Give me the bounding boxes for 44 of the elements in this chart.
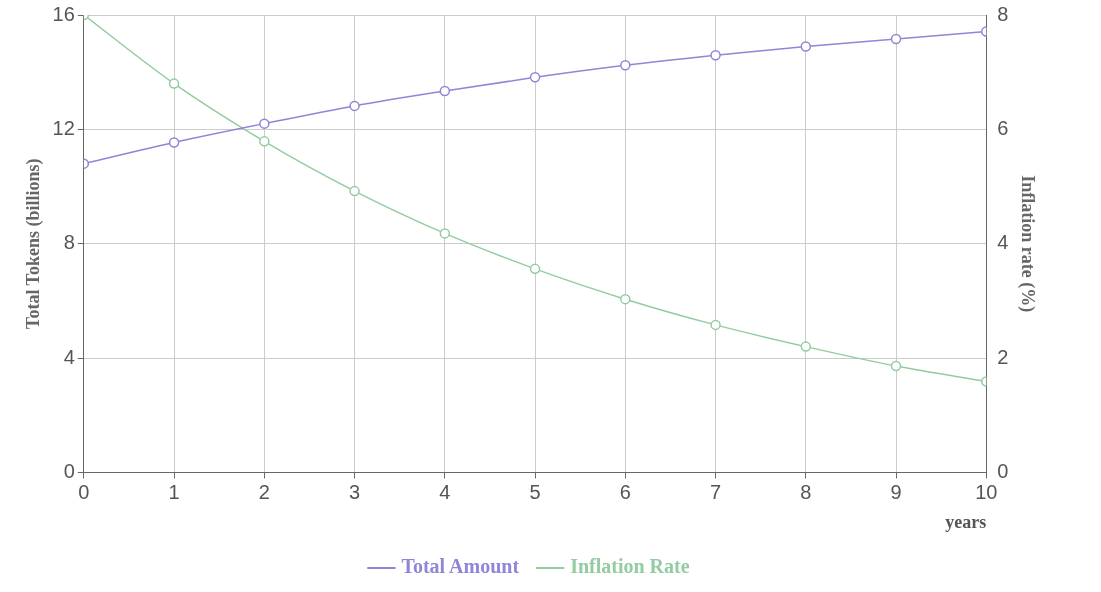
x-tick-label: 0	[78, 480, 90, 503]
y-tick-label: 16	[52, 2, 75, 25]
y2-axis-title: Inflation rate (%)	[1016, 175, 1038, 313]
y-tick-label: 0	[63, 459, 75, 482]
x-tick-label: 3	[349, 480, 361, 503]
x-tick-label: 9	[890, 480, 902, 503]
point	[529, 263, 541, 275]
x-tick-label: 10	[975, 480, 998, 503]
y-tick-label: 8	[63, 231, 75, 254]
point	[620, 293, 631, 305]
y2-tick-label: 6	[997, 116, 1009, 139]
y2-tick-label: 4	[997, 231, 1009, 254]
point	[890, 33, 902, 45]
y-tick-label: 12	[52, 116, 75, 139]
x-tick-label: 1	[168, 480, 180, 503]
point	[800, 41, 812, 52]
point	[529, 72, 541, 83]
legend-label: Total Amount	[401, 555, 520, 578]
x-axis-title: years	[945, 511, 987, 532]
x-tick-label: 6	[619, 480, 631, 503]
legend-label: Inflation Rate	[570, 555, 690, 578]
x-tick-label: 2	[258, 480, 270, 503]
point	[259, 136, 270, 147]
x-tick-label: 5	[529, 480, 541, 503]
y-tick-label: 4	[63, 345, 75, 368]
y2-tick-label: 0	[997, 459, 1009, 482]
y-axis-title: Total Tokens (billions)	[23, 158, 45, 329]
point	[710, 319, 721, 331]
point	[168, 78, 180, 89]
point	[439, 228, 451, 239]
point	[259, 118, 270, 129]
point	[620, 60, 631, 71]
y2-tick-label: 8	[997, 2, 1009, 25]
point	[890, 360, 902, 372]
point	[800, 341, 812, 352]
point	[349, 185, 360, 197]
point	[349, 100, 360, 112]
point	[439, 85, 451, 97]
point	[168, 137, 180, 148]
y2-tick-label: 2	[997, 345, 1009, 368]
x-tick-label: 8	[800, 480, 812, 503]
point	[710, 50, 721, 61]
x-tick-label: 7	[709, 480, 722, 503]
x-tick-label: 4	[439, 480, 451, 503]
